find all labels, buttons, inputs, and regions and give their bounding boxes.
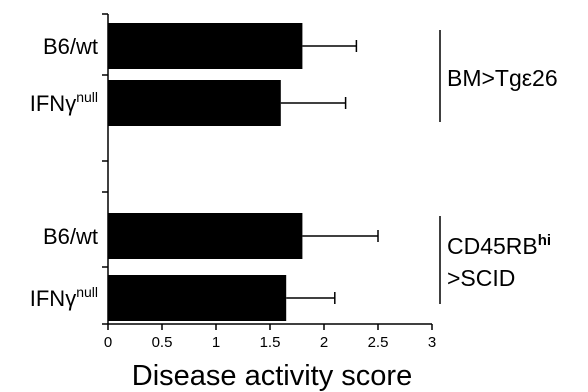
bar: [108, 275, 287, 321]
x-tick-label: 2: [320, 334, 328, 351]
x-axis-title: Disease activity score: [132, 360, 412, 392]
bar: [108, 23, 303, 69]
bar: [108, 213, 303, 259]
x-tick-labels: 0 0.5 1 1.5 2 2.5 3: [104, 334, 436, 351]
group-label: CD45RBhi: [447, 232, 551, 259]
x-tick-label: 1.5: [260, 334, 281, 351]
x-tick-label: 0: [104, 334, 112, 351]
category-label: B6/wt: [43, 34, 98, 59]
category-label: IFNγnull: [30, 89, 98, 116]
group-label: >SCID: [447, 265, 515, 291]
category-label: IFNγnull: [30, 284, 98, 311]
category-labels: B6/wt IFNγnull B6/wt IFNγnull: [30, 34, 98, 311]
bars: [108, 23, 303, 321]
x-tick-label: 0.5: [152, 334, 173, 351]
error-bars: [280, 40, 379, 304]
x-tick-label: 3: [428, 334, 436, 351]
category-label: B6/wt: [43, 224, 98, 249]
group-labels: BM>Tgε26 CD45RBhi >SCID: [439, 30, 558, 304]
x-tick-label: 1: [212, 334, 220, 351]
bar: [108, 80, 281, 126]
x-tick-label: 2.5: [368, 334, 389, 351]
group-label: BM>Tgε26: [447, 65, 558, 91]
